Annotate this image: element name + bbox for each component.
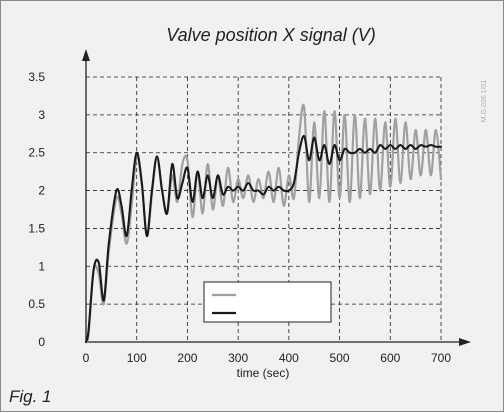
x-tick-label: 400 bbox=[279, 351, 299, 365]
document-code: M.G.026.1/01 bbox=[481, 80, 488, 123]
x-tick-label: 300 bbox=[228, 351, 248, 365]
series-line-black bbox=[84, 135, 443, 344]
y-tick-label: 2.5 bbox=[28, 146, 45, 160]
y-axis-arrow bbox=[82, 49, 90, 61]
y-tick-label: 2 bbox=[38, 184, 45, 198]
figure-label: Fig. 1 bbox=[9, 387, 52, 406]
legend-box bbox=[203, 281, 332, 323]
y-tick-label: 0 bbox=[38, 335, 45, 349]
x-tick-label: 200 bbox=[177, 351, 197, 365]
x-axis-arrow bbox=[459, 338, 471, 346]
y-tick-label: 1.5 bbox=[28, 221, 45, 235]
tick-labels: 0 100 200 300 400 500 600 700 0 0.5 1 1.5 2 2.5 3 3.5 bbox=[28, 70, 451, 365]
x-tick-label: 600 bbox=[380, 351, 400, 365]
x-tick-label: 500 bbox=[330, 351, 350, 365]
y-tick-label: 1 bbox=[38, 259, 45, 273]
x-tick-label: 100 bbox=[127, 351, 147, 365]
chart-title: Valve position X signal (V) bbox=[166, 25, 375, 45]
legend bbox=[203, 281, 332, 323]
x-tick-label: 0 bbox=[83, 351, 90, 365]
y-tick-label: 3 bbox=[38, 108, 45, 122]
x-axis-label: time (sec) bbox=[237, 366, 290, 380]
axes bbox=[82, 49, 471, 346]
y-tick-label: 0.5 bbox=[28, 297, 45, 311]
series-group bbox=[84, 103, 443, 344]
x-tick-label: 700 bbox=[431, 351, 451, 365]
y-tick-label: 3.5 bbox=[28, 70, 45, 84]
